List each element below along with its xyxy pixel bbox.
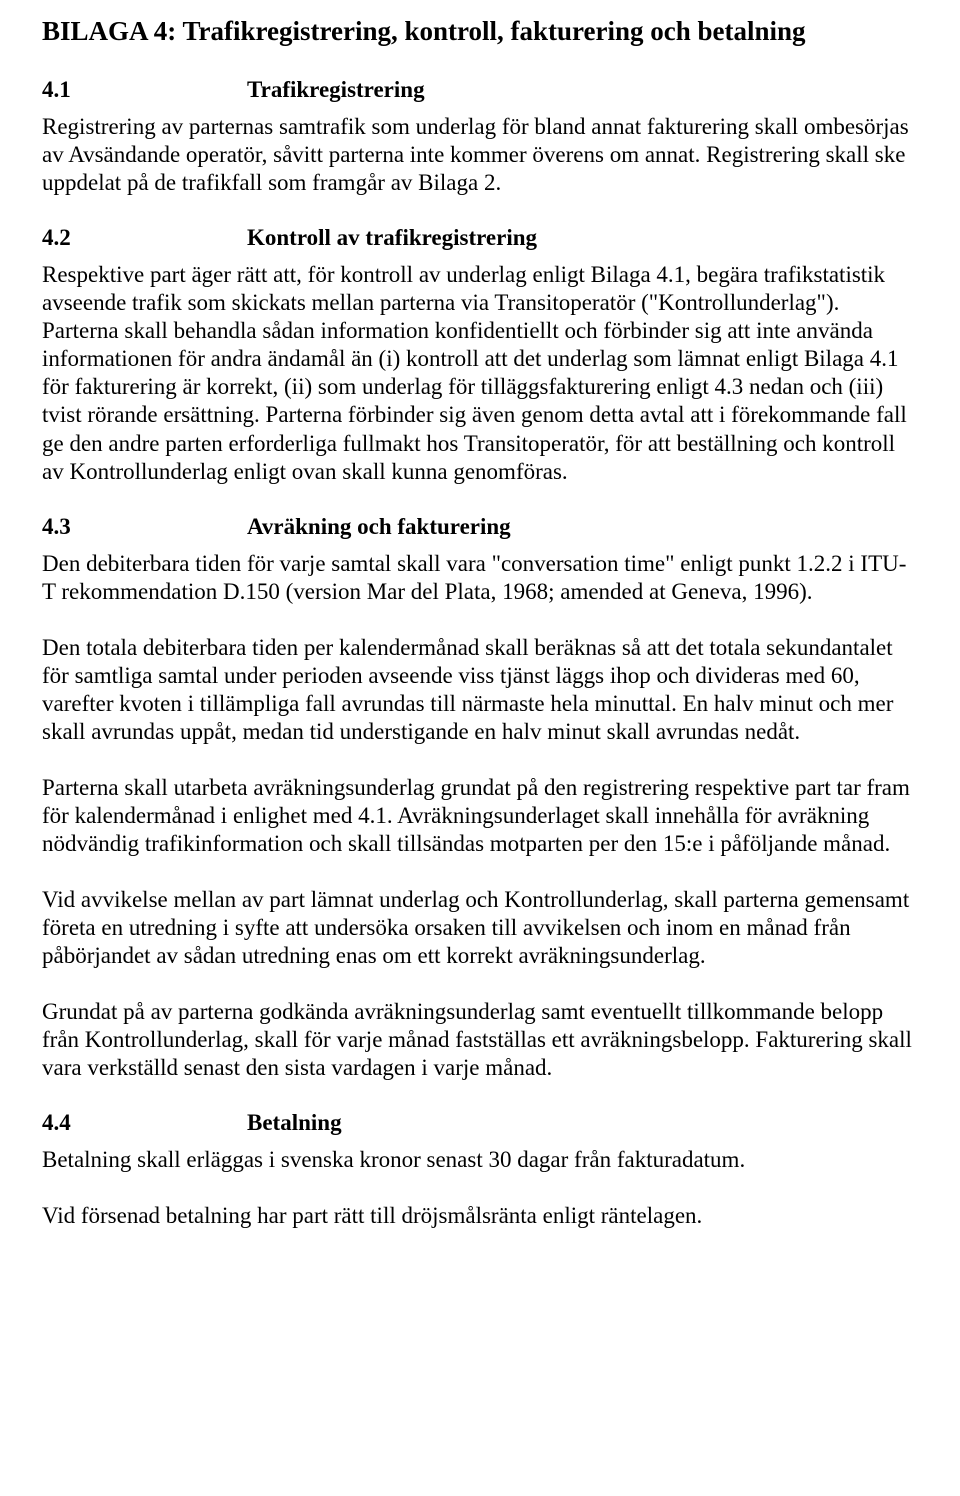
section-title: Betalning (247, 1110, 342, 1136)
section-number: 4.1 (42, 77, 247, 103)
section-title: Avräkning och fakturering (247, 514, 511, 540)
document-title: BILAGA 4: Trafikregistrering, kontroll, … (42, 14, 918, 49)
section-title: Trafikregistrering (247, 77, 425, 103)
section-number: 4.4 (42, 1110, 247, 1136)
section-4-4-p1: Betalning skall erläggas i svenska krono… (42, 1146, 918, 1174)
section-heading-4-4: 4.4 Betalning (42, 1110, 918, 1136)
document-page: BILAGA 4: Trafikregistrering, kontroll, … (0, 0, 960, 1496)
section-heading-4-3: 4.3 Avräkning och fakturering (42, 514, 918, 540)
section-4-3-p2: Den totala debiterbara tiden per kalende… (42, 634, 918, 746)
section-title: Kontroll av trafikregistrering (247, 225, 537, 251)
section-4-1-body: Registrering av parternas samtrafik som … (42, 113, 918, 197)
section-4-3-p3: Parterna skall utarbeta avräkningsunderl… (42, 774, 918, 858)
section-heading-4-2: 4.2 Kontroll av trafikregistrering (42, 225, 918, 251)
section-4-4-p2: Vid försenad betalning har part rätt til… (42, 1202, 918, 1230)
section-number: 4.3 (42, 514, 247, 540)
section-4-2-body: Respektive part äger rätt att, för kontr… (42, 261, 918, 485)
section-number: 4.2 (42, 225, 247, 251)
section-4-3-p4: Vid avvikelse mellan av part lämnat unde… (42, 886, 918, 970)
section-4-3-p5: Grundat på av parterna godkända avräknin… (42, 998, 918, 1082)
section-heading-4-1: 4.1 Trafikregistrering (42, 77, 918, 103)
section-4-3-p1: Den debiterbara tiden för varje samtal s… (42, 550, 918, 606)
